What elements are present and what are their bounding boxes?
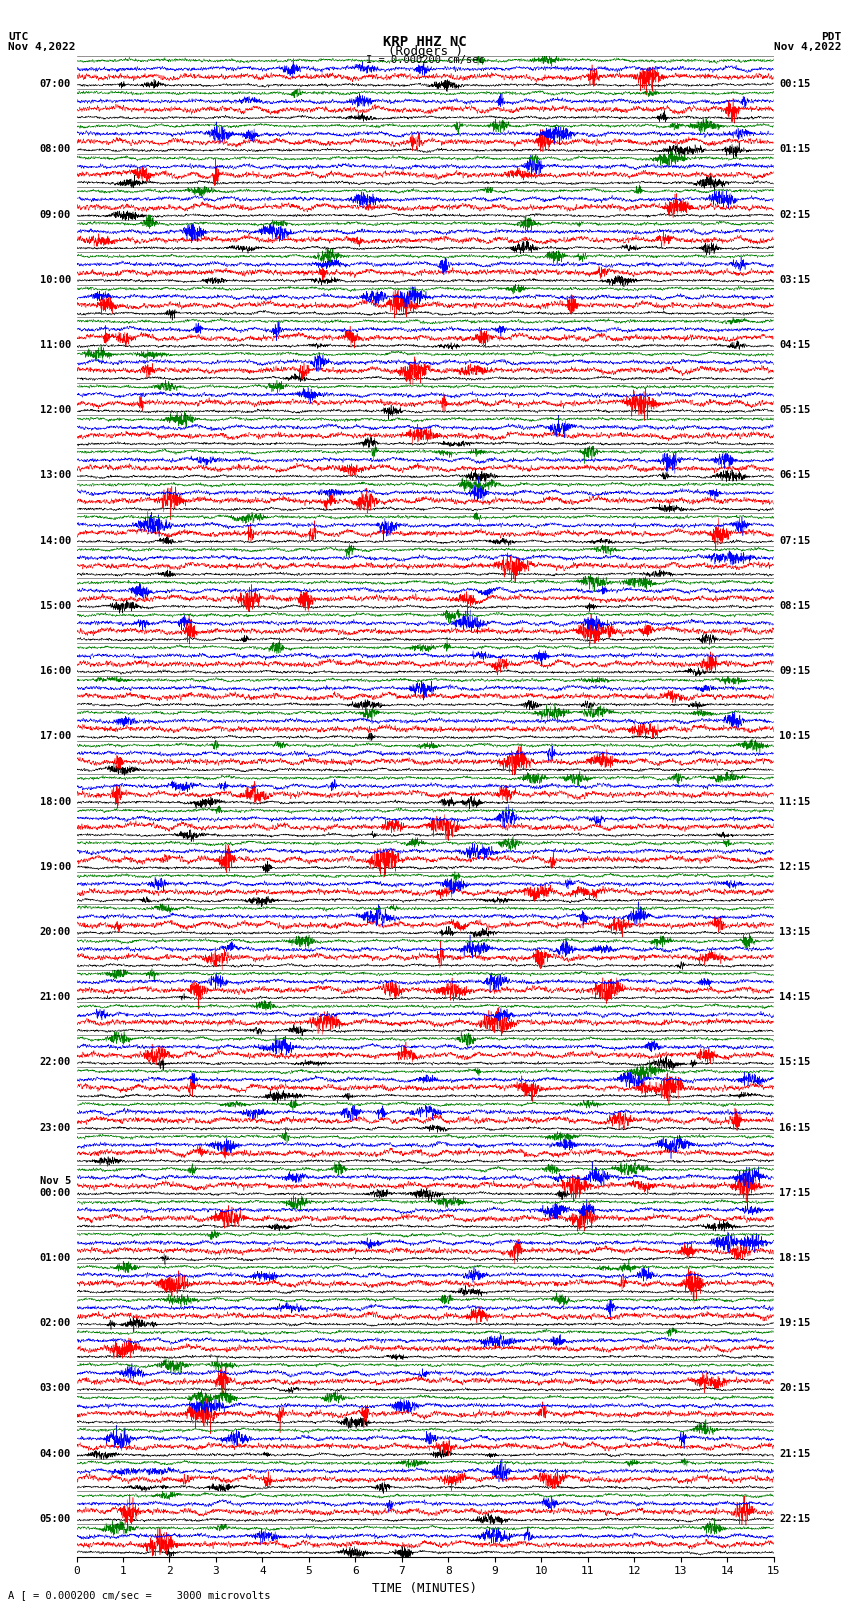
Text: 15:00: 15:00 <box>40 600 71 611</box>
Text: 21:15: 21:15 <box>779 1448 810 1458</box>
Text: 18:00: 18:00 <box>40 797 71 806</box>
Text: Nov 5
00:00: Nov 5 00:00 <box>40 1176 71 1198</box>
Text: 21:00: 21:00 <box>40 992 71 1002</box>
Text: 05:15: 05:15 <box>779 405 810 415</box>
Text: 11:00: 11:00 <box>40 340 71 350</box>
Text: 10:15: 10:15 <box>779 731 810 742</box>
Text: 17:15: 17:15 <box>779 1187 810 1198</box>
Text: 20:00: 20:00 <box>40 927 71 937</box>
Text: 16:15: 16:15 <box>779 1123 810 1132</box>
Text: 13:00: 13:00 <box>40 471 71 481</box>
Text: 05:00: 05:00 <box>40 1515 71 1524</box>
Text: 03:00: 03:00 <box>40 1384 71 1394</box>
Text: 14:15: 14:15 <box>779 992 810 1002</box>
Text: 20:15: 20:15 <box>779 1384 810 1394</box>
Text: (Rodgers ): (Rodgers ) <box>388 45 462 58</box>
Text: 23:00: 23:00 <box>40 1123 71 1132</box>
Text: 07:00: 07:00 <box>40 79 71 89</box>
Text: 13:15: 13:15 <box>779 927 810 937</box>
Text: 02:00: 02:00 <box>40 1318 71 1327</box>
Text: 18:15: 18:15 <box>779 1253 810 1263</box>
Text: 07:15: 07:15 <box>779 536 810 545</box>
Text: 19:15: 19:15 <box>779 1318 810 1327</box>
Text: 03:15: 03:15 <box>779 274 810 286</box>
Text: 22:00: 22:00 <box>40 1058 71 1068</box>
Text: Nov 4,2022: Nov 4,2022 <box>774 42 842 52</box>
Text: I = 0.000200 cm/sec: I = 0.000200 cm/sec <box>366 55 484 65</box>
Text: 00:15: 00:15 <box>779 79 810 89</box>
Text: 01:00: 01:00 <box>40 1253 71 1263</box>
Text: 08:00: 08:00 <box>40 144 71 155</box>
Text: 12:15: 12:15 <box>779 861 810 871</box>
Text: 04:00: 04:00 <box>40 1448 71 1458</box>
Text: 12:00: 12:00 <box>40 405 71 415</box>
Text: 14:00: 14:00 <box>40 536 71 545</box>
Text: 10:00: 10:00 <box>40 274 71 286</box>
Text: 06:15: 06:15 <box>779 471 810 481</box>
Text: PDT: PDT <box>821 32 842 42</box>
Text: UTC: UTC <box>8 32 29 42</box>
Text: 01:15: 01:15 <box>779 144 810 155</box>
Text: KRP HHZ NC: KRP HHZ NC <box>383 35 467 50</box>
Text: 09:15: 09:15 <box>779 666 810 676</box>
Text: 09:00: 09:00 <box>40 210 71 219</box>
Text: 16:00: 16:00 <box>40 666 71 676</box>
X-axis label: TIME (MINUTES): TIME (MINUTES) <box>372 1582 478 1595</box>
Text: Nov 4,2022: Nov 4,2022 <box>8 42 76 52</box>
Text: 02:15: 02:15 <box>779 210 810 219</box>
Text: 19:00: 19:00 <box>40 861 71 871</box>
Text: 22:15: 22:15 <box>779 1515 810 1524</box>
Text: 04:15: 04:15 <box>779 340 810 350</box>
Text: A [ = 0.000200 cm/sec =    3000 microvolts: A [ = 0.000200 cm/sec = 3000 microvolts <box>8 1590 271 1600</box>
Text: 11:15: 11:15 <box>779 797 810 806</box>
Text: 15:15: 15:15 <box>779 1058 810 1068</box>
Text: 17:00: 17:00 <box>40 731 71 742</box>
Text: 08:15: 08:15 <box>779 600 810 611</box>
